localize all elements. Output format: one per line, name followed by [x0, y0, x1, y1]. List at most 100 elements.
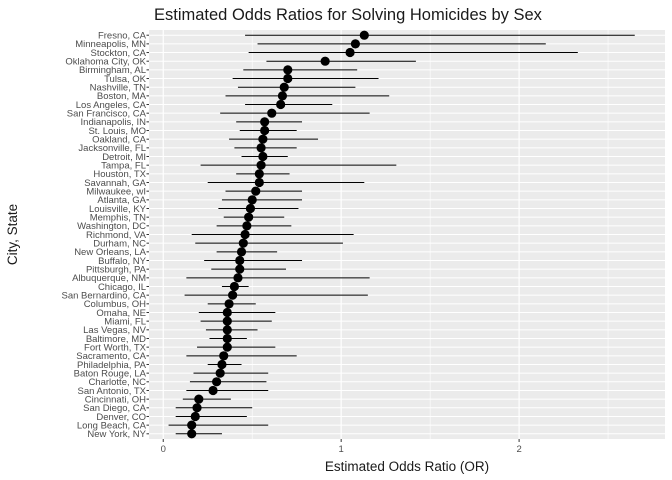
or-point: [350, 39, 360, 49]
or-point: [242, 221, 252, 231]
y-tick-label: Miami, FL: [104, 316, 146, 327]
or-point: [277, 91, 288, 101]
y-axis-title: City, State: [5, 204, 20, 265]
y-tick-label: Birmingham, AL: [79, 65, 146, 76]
or-point: [258, 151, 268, 162]
or-point: [222, 325, 232, 335]
y-tick-label: Durham, NC: [93, 238, 146, 249]
or-point: [222, 333, 232, 344]
or-point: [190, 411, 200, 422]
y-tick-label: Tulsa, OK: [104, 74, 147, 85]
chart-title: Estimated Odds Ratios for Solving Homici…: [154, 6, 543, 24]
y-tick-label: San Francisco, CA: [67, 108, 147, 119]
or-point: [212, 377, 222, 387]
y-tick-label: Los Angeles, CA: [76, 100, 147, 111]
y-tick-label: Denver, CO: [96, 412, 146, 423]
y-tick-label: Oklahoma City, OK: [65, 56, 146, 67]
y-tick-label: Fort Worth, TX: [84, 342, 147, 353]
y-tick-label: Albuquerque, NM: [72, 273, 146, 284]
y-tick-label: Baton Rouge, LA: [74, 368, 147, 379]
or-point: [194, 394, 204, 404]
or-point: [244, 212, 254, 222]
or-point: [279, 82, 289, 92]
or-point: [236, 247, 247, 257]
or-point: [256, 160, 266, 170]
y-tick-label: Richmond, VA: [86, 230, 147, 241]
or-point: [235, 264, 245, 274]
y-tick-label: New Orleans, LA: [74, 247, 146, 258]
or-point: [217, 359, 227, 370]
or-point: [251, 186, 261, 196]
y-tick-label: Savannah, GA: [84, 178, 146, 189]
or-point: [187, 420, 197, 430]
or-point: [245, 203, 256, 214]
or-point: [219, 351, 229, 361]
x-tick-label: 0: [161, 444, 166, 455]
y-tick-label: San Bernardino, CA: [62, 290, 147, 301]
or-point: [256, 143, 266, 153]
y-tick-label: Philadelphia, PA: [77, 360, 147, 371]
or-point: [283, 65, 293, 75]
or-point: [235, 255, 245, 266]
x-tick-label: 1: [339, 444, 344, 455]
y-tick-label: Washington, DC: [77, 221, 146, 232]
y-tick-label: Buffalo, NY: [98, 256, 147, 267]
y-tick-label: Columbus, OH: [84, 299, 146, 310]
or-point: [224, 299, 234, 309]
or-point: [192, 403, 202, 413]
or-point: [267, 108, 277, 118]
or-point: [215, 368, 225, 378]
or-point: [228, 290, 238, 300]
y-tick-label: Milwaukee, wI: [86, 186, 146, 197]
y-tick-label: Long Beach, CA: [77, 420, 147, 431]
y-tick-label: Minneapolis, MN: [75, 39, 146, 50]
y-tick-label: Charlotte, NC: [88, 377, 146, 388]
y-tick-label: Memphis, TN: [90, 212, 146, 223]
y-tick-label: Atlanta, GA: [97, 195, 146, 206]
y-tick-label: Chicago, IL: [98, 282, 146, 293]
or-point: [283, 73, 293, 84]
or-point: [254, 169, 264, 179]
or-point: [222, 307, 232, 318]
or-point: [229, 281, 240, 292]
y-tick-label: Jacksonville, FL: [78, 143, 146, 154]
y-tick-label: Houston, TX: [93, 169, 146, 180]
y-tick-label: Boston, MA: [97, 91, 147, 102]
or-point: [222, 316, 232, 326]
or-point: [345, 47, 355, 58]
y-tick-label: Fresno, CA: [98, 30, 147, 41]
y-tick-label: Sacramento, CA: [76, 351, 146, 362]
y-tick-label: San Diego, CA: [83, 403, 147, 414]
y-tick-label: Nashville, TN: [90, 82, 146, 93]
or-point: [320, 56, 330, 66]
y-tick-label: Oakland, CA: [92, 134, 147, 145]
x-tick-label: 2: [516, 444, 521, 455]
y-tick-label: Pittsburgh, PA: [86, 264, 147, 275]
estimate-points: [187, 30, 369, 439]
y-tick-label: Cincinnati, OH: [85, 394, 146, 405]
y-tick-label: Detroit, MI: [102, 152, 146, 163]
or-point: [359, 30, 369, 40]
y-tick-label: Louisville, KY: [89, 204, 147, 215]
x-tick-labels: 0 1 2: [161, 439, 522, 455]
or-point: [222, 342, 232, 352]
or-point: [276, 99, 286, 110]
or-point: [208, 385, 218, 396]
or-point: [258, 134, 268, 144]
y-tick-label: Stockton, CA: [91, 48, 147, 59]
or-point: [247, 195, 257, 205]
or-point: [260, 117, 270, 127]
or-point: [233, 273, 243, 283]
y-tick-label: San Antonio, TX: [78, 386, 147, 397]
y-tick-label: Indianapolis, IN: [81, 117, 147, 128]
or-point: [238, 238, 248, 248]
y-tick-label: Tampa, FL: [101, 160, 146, 171]
or-point: [240, 229, 250, 240]
x-axis-title: Estimated Odds Ratio (OR): [325, 459, 489, 474]
or-point: [260, 125, 270, 136]
y-tick-label: New York, NY: [87, 429, 146, 440]
or-point: [254, 177, 264, 188]
